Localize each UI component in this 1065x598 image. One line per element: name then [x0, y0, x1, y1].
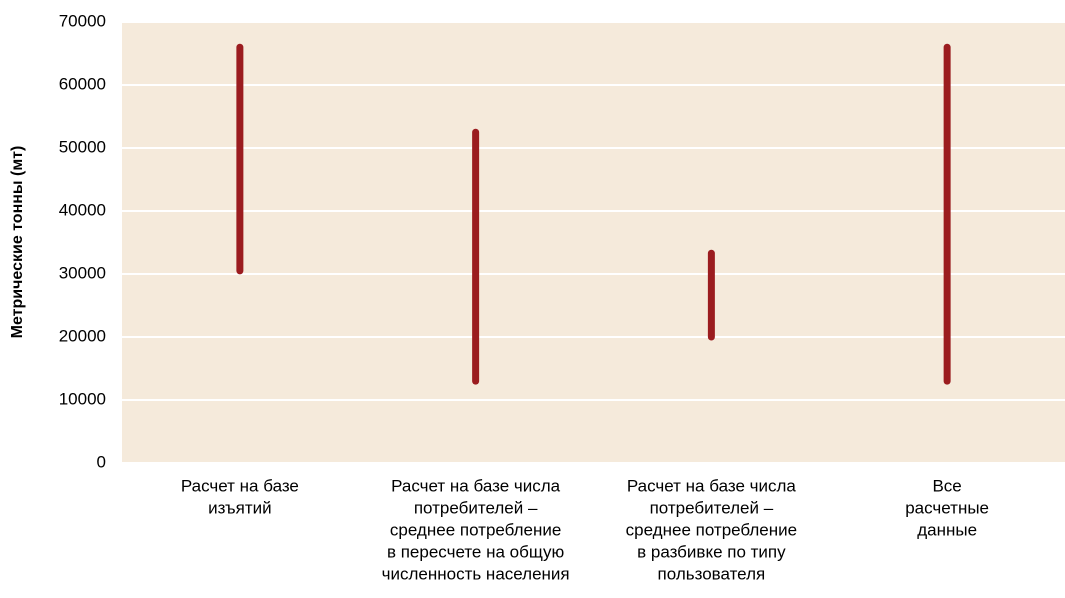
x-tick-label: среднее потребление: [626, 520, 797, 539]
y-tick-label: 70000: [59, 11, 106, 30]
x-tick-label: потребителей –: [650, 498, 774, 517]
y-axis-label: Метрические тонны (мт): [9, 146, 26, 339]
y-tick-label: 60000: [59, 74, 106, 93]
x-tick-label: Расчет на базе числа: [627, 476, 797, 495]
x-tick-label: пользователя: [658, 564, 766, 583]
x-tick-label: в пересчете на общую: [387, 542, 565, 561]
x-tick-label: численность населения: [382, 564, 570, 583]
y-tick-label: 30000: [59, 263, 106, 282]
x-tick-label: в разбивке по типу: [637, 542, 786, 561]
x-tick-label: потребителей –: [414, 498, 538, 517]
x-tick-label: среднее потребление: [390, 520, 561, 539]
x-tick-label: Расчет на базе числа: [391, 476, 561, 495]
x-tick-label: данные: [917, 520, 977, 539]
x-tick-label: изъятий: [208, 498, 272, 517]
x-tick-label: расчетные: [905, 498, 989, 517]
y-tick-label: 10000: [59, 389, 106, 408]
x-tick-label: Расчет на базе: [181, 476, 299, 495]
y-tick-label: 40000: [59, 200, 106, 219]
y-tick-label: 50000: [59, 137, 106, 156]
x-tick-label: Все: [932, 476, 961, 495]
y-tick-label: 20000: [59, 326, 106, 345]
plot-area: [122, 22, 1065, 463]
y-tick-label: 0: [97, 452, 106, 471]
